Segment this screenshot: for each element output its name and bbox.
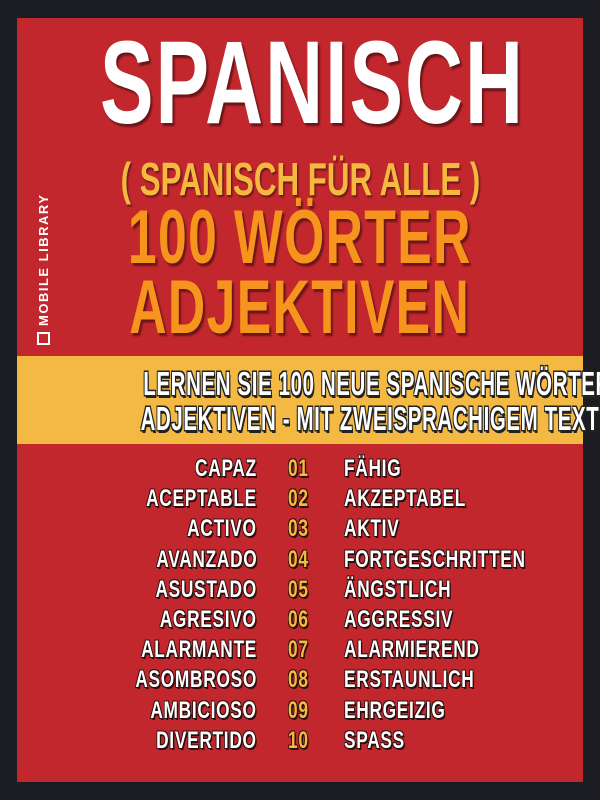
publisher-text: MOBILE LIBRARY (36, 193, 51, 326)
word-number: 03 (288, 515, 309, 543)
tagline-line-2: ADJEKTIVEN - MIT ZWEISPRACHIGEM TEXT (0, 402, 600, 436)
word-row: CAPAZ 01 FÄHIG (0, 454, 600, 484)
cover-subtitle: ( SPANISCH FÜR ALLE ) (0, 156, 600, 202)
cover-title: SPANISCH (0, 24, 600, 142)
spanish-word: CAPAZ (195, 455, 257, 482)
word-row: ACTIVO 03 AKTIV (0, 514, 600, 544)
word-number: 07 (288, 636, 309, 664)
word-row: ASOMBROSO 08 ERSTAUNLICH (0, 665, 600, 695)
headline-topic: ADJEKTIVEN (0, 270, 600, 346)
german-word: FORTGESCHRITTEN (344, 545, 526, 573)
publisher-label: MOBILE LIBRARY (36, 194, 51, 345)
word-number: 01 (288, 455, 309, 482)
tagline-1-text: LERNEN SIE 100 NEUE SPANISCHE WÖRTER (143, 365, 600, 402)
word-row: ASUSTADO 05 ÄNGSTLICH (0, 575, 600, 605)
german-word: SPASS (344, 726, 405, 754)
word-number: 05 (288, 575, 309, 603)
word-number: 04 (288, 545, 309, 573)
german-word: AKZEPTABEL (344, 485, 467, 513)
spanish-word: ACTIVO (187, 515, 257, 543)
word-row: AMBICIOSO 09 EHRGEIZIG (0, 696, 600, 726)
german-word: EHRGEIZIG (344, 696, 446, 724)
word-row: AGRESIVO 06 AGGRESSIV (0, 605, 600, 635)
publisher-logo-icon (37, 332, 50, 345)
spanish-word: AGRESIVO (160, 605, 257, 633)
german-word: AKTIV (344, 515, 400, 543)
word-row: ACEPTABLE 02 AKZEPTABEL (0, 484, 600, 514)
tagline-band (17, 356, 583, 444)
spanish-word: ACEPTABLE (146, 485, 257, 513)
word-row: DIVERTIDO 10 SPASS (0, 726, 600, 756)
word-list: CAPAZ 01 FÄHIG ACEPTABLE 02 AKZEPTABEL ACTIVO 0… (0, 454, 600, 756)
word-row: AVANZADO 04 FORTGESCHRITTEN (0, 545, 600, 575)
spanish-word: ALARMANTE (141, 636, 257, 664)
title-text: SPANISCH (100, 17, 526, 149)
spanish-word: DIVERTIDO (156, 726, 257, 754)
word-number: 10 (288, 726, 309, 754)
tagline-2-text: ADJEKTIVEN - MIT ZWEISPRACHIGEM TEXT (140, 400, 600, 437)
headline-2-text: ADJEKTIVEN (129, 265, 471, 350)
german-word: AGGRESSIV (344, 605, 454, 633)
german-word: ERSTAUNLICH (344, 666, 475, 694)
word-number: 06 (288, 605, 309, 633)
spanish-word: ASUSTADO (155, 575, 257, 603)
headline-1-text: 100 WÖRTER (128, 195, 472, 280)
word-number: 09 (288, 696, 309, 724)
tagline-line-1: LERNEN SIE 100 NEUE SPANISCHE WÖRTER (0, 367, 600, 401)
spanish-word: AMBICIOSO (150, 696, 257, 724)
german-word: FÄHIG (344, 455, 402, 482)
word-row: ALARMANTE 07 ALARMIEREND (0, 635, 600, 665)
german-word: ÄNGSTLICH (344, 575, 452, 603)
spanish-word: AVANZADO (155, 545, 257, 573)
headline-count: 100 WÖRTER (0, 200, 600, 276)
subtitle-text: ( SPANISCH FÜR ALLE ) (120, 153, 480, 205)
spanish-word: ASOMBROSO (135, 666, 257, 694)
german-word: ALARMIEREND (344, 636, 480, 664)
word-number: 02 (288, 485, 309, 513)
word-number: 08 (288, 666, 309, 694)
